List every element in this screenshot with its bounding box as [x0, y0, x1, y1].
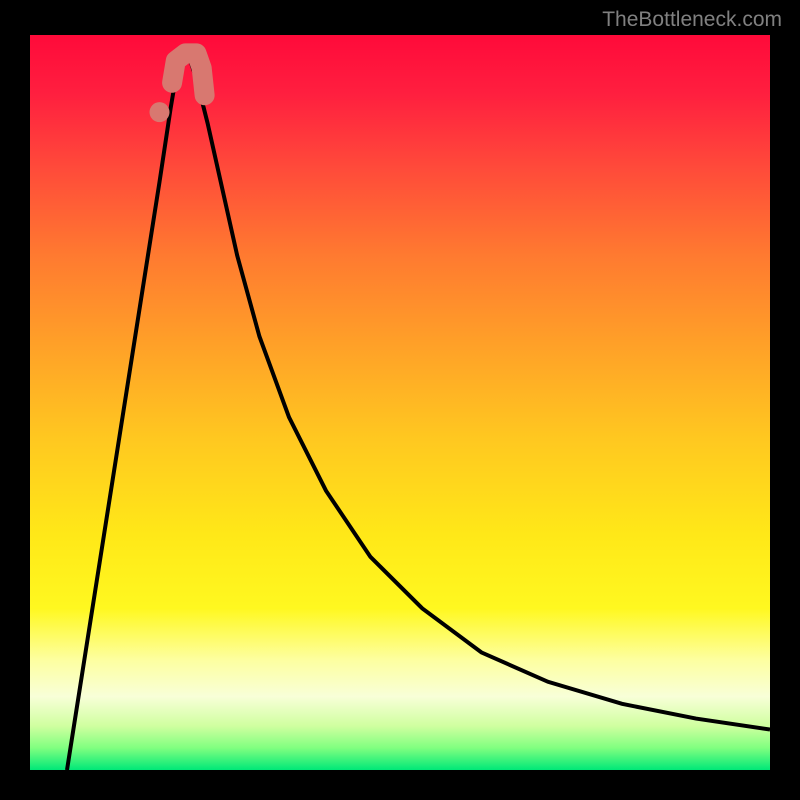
optimal-marker	[30, 35, 770, 770]
chart-plot-area	[30, 35, 770, 770]
watermark-text: TheBottleneck.com	[602, 8, 782, 32]
